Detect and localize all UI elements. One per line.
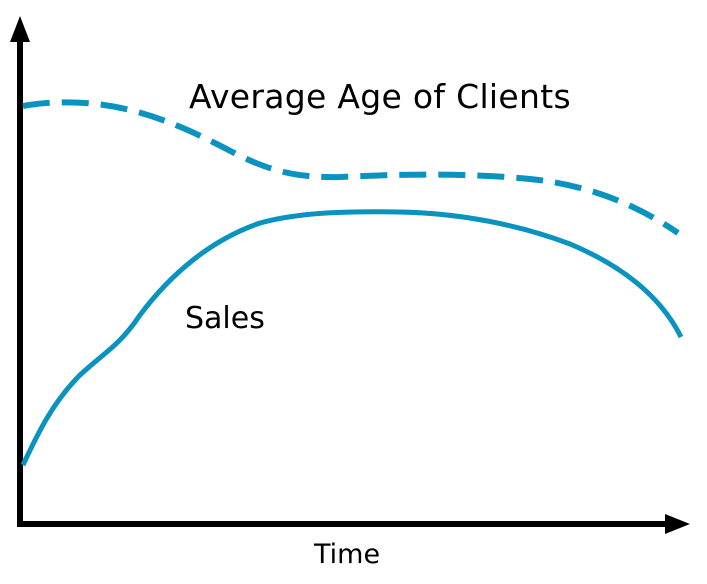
- y-axis-arrowhead-icon: [10, 16, 30, 42]
- average-age-label: Average Age of Clients: [189, 77, 571, 116]
- x-axis-label: Time: [314, 539, 381, 570]
- x-axis-arrowhead-icon: [665, 514, 690, 534]
- average-age-curve: [22, 99, 680, 236]
- sales-curve: [20, 209, 684, 467]
- sales-label: Sales: [185, 301, 265, 336]
